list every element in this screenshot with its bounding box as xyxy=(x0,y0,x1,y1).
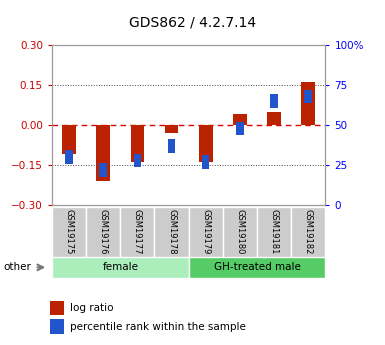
Bar xyxy=(131,125,144,162)
Bar xyxy=(52,257,189,278)
Bar xyxy=(86,207,120,257)
Bar xyxy=(165,125,178,133)
Bar xyxy=(134,154,141,167)
Text: GSM19179: GSM19179 xyxy=(201,208,210,254)
Bar xyxy=(301,82,315,125)
Text: GSM19181: GSM19181 xyxy=(270,208,279,254)
Bar xyxy=(65,150,73,164)
Text: GSM19176: GSM19176 xyxy=(99,208,108,254)
Text: GSM19177: GSM19177 xyxy=(133,208,142,254)
Text: GDS862 / 4.2.7.14: GDS862 / 4.2.7.14 xyxy=(129,16,256,30)
Text: GH-treated male: GH-treated male xyxy=(214,263,300,272)
Bar xyxy=(52,207,86,257)
Bar xyxy=(291,207,325,257)
Bar xyxy=(50,319,65,334)
Bar xyxy=(305,89,312,103)
Bar xyxy=(236,121,244,135)
Bar xyxy=(223,207,257,257)
Text: GSM19180: GSM19180 xyxy=(235,208,244,254)
Bar xyxy=(96,125,110,181)
Text: log ratio: log ratio xyxy=(70,303,114,313)
Bar xyxy=(62,125,76,155)
Bar xyxy=(120,207,154,257)
Bar xyxy=(189,207,223,257)
Text: other: other xyxy=(4,263,32,272)
Text: GSM19178: GSM19178 xyxy=(167,208,176,254)
Bar xyxy=(270,94,278,108)
Text: GSM19175: GSM19175 xyxy=(65,208,74,254)
Bar xyxy=(154,207,189,257)
Bar xyxy=(199,125,213,162)
Bar xyxy=(189,257,325,278)
Text: percentile rank within the sample: percentile rank within the sample xyxy=(70,322,246,332)
Text: GSM19182: GSM19182 xyxy=(304,208,313,254)
Text: female: female xyxy=(102,263,138,272)
Bar xyxy=(233,114,247,125)
Bar xyxy=(202,155,209,169)
Bar xyxy=(267,112,281,125)
Bar xyxy=(99,163,107,177)
Bar xyxy=(168,139,175,152)
Bar xyxy=(257,207,291,257)
Bar xyxy=(50,301,65,315)
